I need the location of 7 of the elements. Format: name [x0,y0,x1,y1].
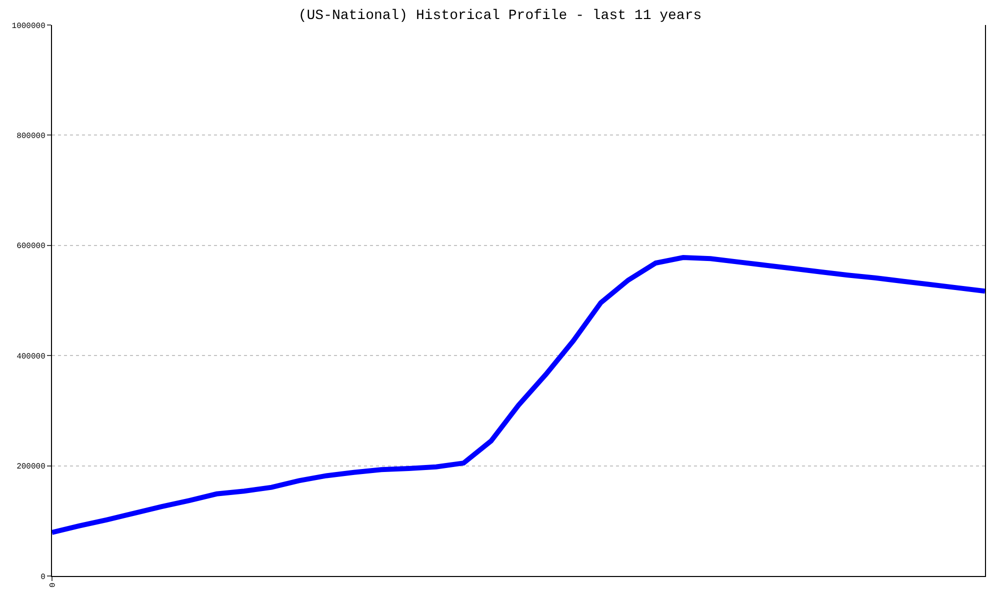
y-tick-label: 200000 [16,462,46,472]
y-tick-label: 0 [40,572,46,582]
y-tick-label: 400000 [16,352,46,362]
chart-title: (US-National) Historical Profile - last 11 years [298,8,702,24]
y-tick-label: 600000 [16,242,46,252]
y-tick-label: 800000 [16,132,46,141]
y-tick-label: 1000000 [12,22,46,31]
